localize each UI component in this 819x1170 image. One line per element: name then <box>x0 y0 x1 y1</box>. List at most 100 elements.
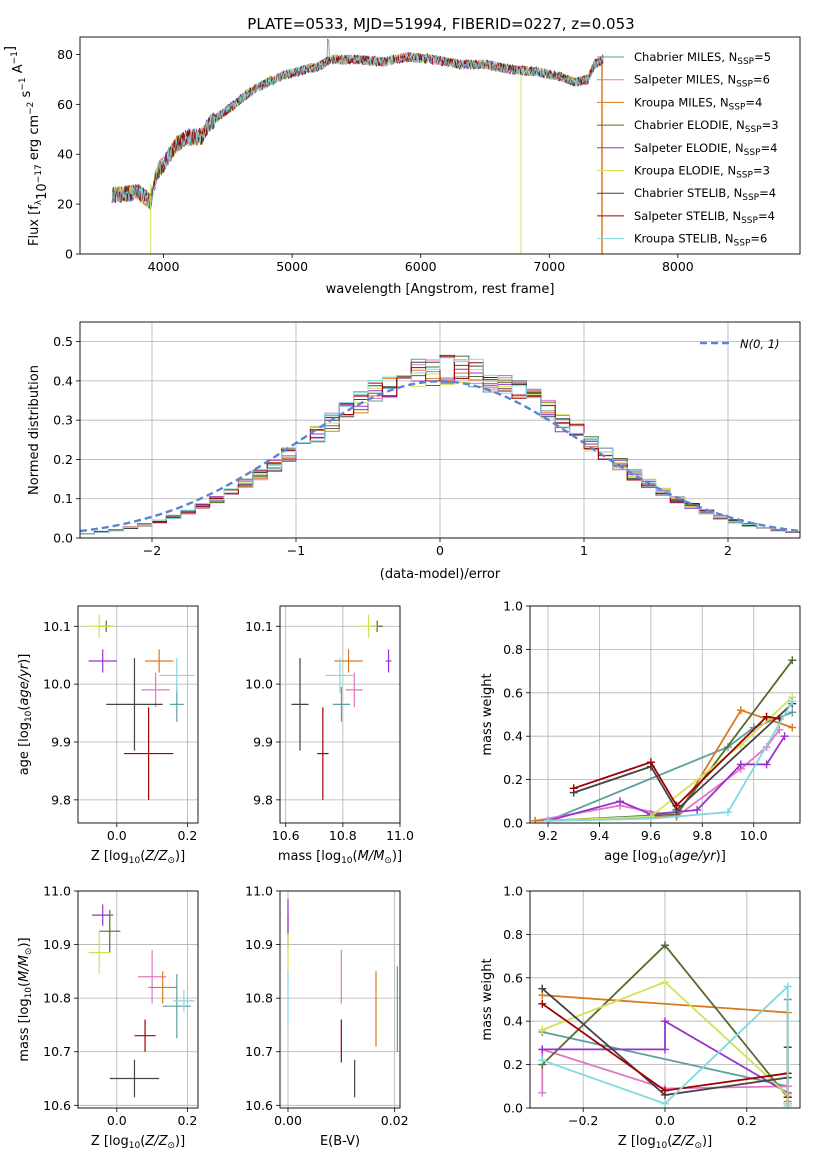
label-part: ⊙ <box>167 1141 175 1151</box>
label-part: Z/Z <box>671 1134 695 1149</box>
label-part: Chabrier MILES, N <box>634 50 737 64</box>
series-marker <box>616 797 624 806</box>
y-tick-label: 10.9 <box>245 937 273 952</box>
axes-overlay: 0.0 0.29.89.910.010.1Z [log10(Z/Z⊙)]age [… <box>17 605 199 866</box>
x-tick-label: 10.8 <box>329 828 357 843</box>
label-part: )] <box>702 1134 712 1149</box>
y-tick-label: 10.9 <box>43 937 71 952</box>
label-part: )] <box>716 849 726 864</box>
mass-weight-vs-age-panel: 9.2 9.4 9.6 9.8 10.0 0.0 0.2 0.4 0.6 0.8 1.0 age [l… <box>480 599 801 866</box>
series-marker <box>783 1101 792 1108</box>
series-marker <box>538 1088 547 1097</box>
label-part: SSP <box>729 102 746 112</box>
x-tick-label: 0.00 <box>274 1113 302 1128</box>
y-tick-label: 1.0 <box>503 599 523 614</box>
label-part: Chabrier ELODIE, N <box>634 118 745 132</box>
axes-overlay: 0.0 0.210.610.710.810.911.0Z [log10(Z/Z⊙)… <box>17 884 199 1151</box>
errorbar-point <box>145 649 174 673</box>
axes-overlay: 9.2 9.4 9.6 9.8 10.0 0.0 0.2 0.4 0.6 0.8 1.0 age [l… <box>480 599 801 866</box>
legend-entry: Chabrier ELODIE, NSSP=3 <box>634 118 779 135</box>
x-tick-label: 0 <box>436 543 444 558</box>
errorbar-point <box>88 931 110 975</box>
label-part: 10 <box>129 856 141 866</box>
mass-weight-vs-metallicity-panel: −0.2 0.0 0.2 0.0 0.2 0.4 0.6 0.8 1.0 Z [log10(Z/Z… <box>480 884 801 1151</box>
y-tick-label: 0.4 <box>503 1014 523 1029</box>
label-part: SSP <box>742 193 759 203</box>
series-line <box>547 711 793 822</box>
series-marker <box>693 805 702 814</box>
spectrum-line <box>111 52 604 208</box>
x-tick-label: 11.0 <box>386 828 414 843</box>
series-marker <box>544 816 552 823</box>
mass-weight-series <box>569 712 784 810</box>
normal-curve <box>80 380 800 533</box>
y-tick-label: 1.0 <box>503 884 523 899</box>
errorbar-point <box>325 658 355 693</box>
y-tick-label: 9.9 <box>253 734 273 749</box>
label-part: )] <box>17 654 32 664</box>
label-part: ⊙ <box>24 948 34 956</box>
spectrum-line <box>111 52 604 208</box>
label-part: Salpeter STELIB, N <box>634 209 741 223</box>
errorbar-point <box>162 974 191 1039</box>
y-axis-label: mass weight <box>480 673 495 755</box>
mass-vs-ebv-panel: 0.00 0.02 10.6 10.7 10.8 10.9 11.0 E(B-V) <box>245 884 408 1150</box>
series-marker <box>538 1045 547 1054</box>
label-part: =3 <box>753 164 770 178</box>
series-marker <box>661 1099 669 1108</box>
label-part: Z [log <box>91 849 129 864</box>
errorbar-point <box>334 649 363 673</box>
grid <box>78 890 198 1108</box>
errorbar-point <box>345 672 363 708</box>
plot-area <box>291 614 392 800</box>
label-part: )] <box>175 1134 185 1149</box>
series-marker <box>788 708 797 717</box>
y-tick-label: 9.8 <box>253 792 273 807</box>
axes-overlay: 4000 5000 6000 7000 8000 0 20 40 60 80 wavelength … <box>3 36 801 297</box>
y-tick-label: 10.6 <box>43 1098 71 1113</box>
label-part: =3 <box>762 118 779 132</box>
plot-area <box>88 904 195 1098</box>
mass-vs-metallicity-panel: 0.0 0.210.610.710.810.911.0Z [log10(Z/Z⊙)… <box>17 884 199 1151</box>
series-marker <box>788 697 797 706</box>
y-tick-label: 0.6 <box>503 685 523 700</box>
x-tick-label: 0.02 <box>381 1113 409 1128</box>
label-part: ( <box>353 849 358 864</box>
errorbar-point <box>134 1019 156 1052</box>
label-part: 10 <box>35 183 50 200</box>
label-part: age/yr <box>674 849 717 864</box>
label-part: SSP <box>741 216 758 226</box>
x-axis-label: mass [log10(M/M⊙)] <box>278 849 402 866</box>
label-part: 10 <box>24 710 34 722</box>
series-marker <box>783 982 792 991</box>
plot-area <box>85 614 195 800</box>
errorbar-point <box>141 672 170 708</box>
x-tick-label: −1 <box>287 543 305 558</box>
label-part: ( <box>140 849 145 864</box>
axes-overlay: 10.6 10.8 11.0 9.8 9.9 10.0 10.1 mass [log10(M/… <box>245 605 414 866</box>
x-tick-label: 8000 <box>662 259 694 274</box>
label-part: Z [log <box>91 1134 129 1149</box>
label-part: 10 <box>341 856 353 866</box>
y-axis-label: Normed distribution <box>27 365 42 495</box>
label-part: age [log <box>604 849 657 864</box>
age-vs-mass-panel: 10.6 10.8 11.0 9.8 9.9 10.0 10.1 mass [log10(M/… <box>245 605 414 866</box>
axes-frame <box>79 36 801 255</box>
label-part: −1 <box>18 77 28 90</box>
series-marker <box>661 1045 669 1054</box>
y-tick-label: 0.1 <box>53 491 73 506</box>
spectrum-line <box>111 38 604 209</box>
mass-weight-series <box>538 982 792 1108</box>
errorbar-point <box>159 658 195 693</box>
y-tick-label: 10.6 <box>245 1098 273 1113</box>
errorbar-point <box>173 990 195 1012</box>
axes-frame <box>77 605 199 824</box>
series-line <box>573 702 793 812</box>
label-part: =6 <box>753 73 770 87</box>
y-tick-label: 10.8 <box>43 991 71 1006</box>
y-tick-label: 10.0 <box>245 677 273 692</box>
series-line <box>547 701 794 822</box>
label-part: A <box>11 64 26 77</box>
errorbar-point <box>291 658 309 751</box>
label-part: =6 <box>750 232 767 246</box>
